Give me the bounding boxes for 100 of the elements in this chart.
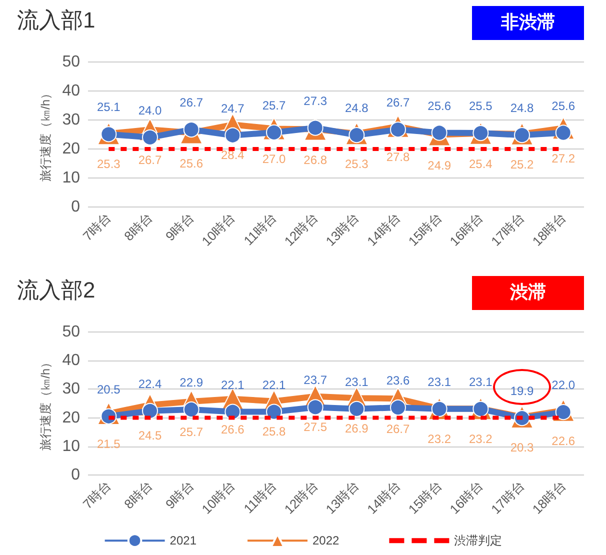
text: 非渋滞 [472, 6, 584, 40]
y-axis-title: 旅行速度（㎞/h） [38, 356, 52, 451]
x-tick-label: 11時台 [240, 478, 280, 516]
x-tick-label: 15時台 [405, 210, 445, 249]
y-axis-title: 旅行速度（㎞/h） [38, 87, 52, 182]
y-tick-label: 30 [62, 112, 80, 128]
x-tick-label: 18時台 [529, 478, 569, 517]
data-label: 24.7 [220, 101, 245, 116]
data-label: 22.1 [262, 378, 286, 392]
data-label: 22.6 [552, 434, 576, 448]
x-tick-label: 17時台 [488, 478, 528, 517]
x-tick-label: 12時台 [281, 210, 321, 249]
data-label: 24.8 [344, 101, 369, 116]
data-label: 25.1 [96, 100, 121, 114]
data-label: 25.3 [96, 157, 121, 172]
x-tick-label: 8時台 [121, 210, 156, 244]
y-tick-label: 40 [62, 82, 80, 100]
data-label: 28.4 [220, 148, 245, 162]
x-tick-label: 17時台 [488, 210, 528, 249]
data-label: 25.4 [468, 156, 493, 171]
y-tick-label: 20 [62, 140, 80, 158]
data-label: 25.2 [510, 157, 534, 172]
x-tick-label: 11時台 [240, 210, 280, 248]
data-label: 27.3 [304, 94, 328, 108]
data-label: 19.9 [510, 384, 534, 398]
data-label: 26.6 [220, 422, 245, 436]
data-label: 25.3 [344, 157, 369, 172]
y-tick-label: 10 [62, 438, 80, 455]
text: 渋滞 [472, 276, 584, 310]
x-tick-label: 16時台 [446, 478, 486, 517]
y-tick-label: 30 [62, 380, 80, 398]
x-tick-label: 12時台 [281, 478, 321, 517]
point [348, 400, 365, 417]
data-label: 24.8 [510, 101, 534, 116]
point [183, 122, 200, 138]
data-label: 25.6 [428, 98, 452, 113]
x-tick-label: 13時台 [322, 478, 362, 517]
data-label: 27.5 [304, 420, 328, 434]
data-label: 26.8 [304, 152, 328, 167]
data-label: 22.1 [220, 378, 245, 392]
x-tick-label: 8時台 [121, 478, 156, 512]
data-label: 25.7 [180, 425, 204, 439]
data-label: 22.0 [552, 378, 576, 392]
x-tick-label: 16時台 [446, 210, 486, 249]
data-label: 23.1 [468, 374, 493, 389]
data-label: 26.9 [344, 422, 369, 436]
data-label: 23.1 [428, 374, 452, 389]
point [390, 400, 406, 416]
y-tick-label: 20 [62, 409, 80, 426]
x-tick-label: 13時台 [322, 210, 362, 249]
x-tick-label: 10時台 [198, 210, 238, 249]
point [266, 404, 282, 420]
data-label: 23.6 [386, 374, 410, 388]
y-tick-label: 50 [62, 54, 80, 70]
data-label: 26.7 [386, 422, 410, 436]
data-label: 23.2 [428, 432, 452, 446]
data-label: 22.4 [138, 376, 162, 391]
x-tick-label: 7時台 [80, 210, 114, 244]
y-tick-label: 10 [62, 170, 80, 186]
point [307, 399, 324, 416]
data-label: 27.0 [262, 152, 286, 166]
x-tick-label: 10時台 [198, 478, 238, 517]
x-tick-label: 14時台 [364, 478, 404, 517]
data-label: 26.7 [138, 153, 162, 168]
legend-label: 2021 [170, 534, 197, 548]
x-tick-label: 14時台 [364, 210, 404, 249]
x-tick-label: 15時台 [405, 478, 445, 517]
data-label: 26.7 [180, 96, 204, 110]
x-tick-label: 9時台 [162, 478, 197, 512]
data-label: 25.6 [180, 156, 204, 170]
data-label: 25.8 [262, 424, 286, 439]
y-tick-label: 40 [62, 352, 80, 370]
point [183, 402, 200, 418]
data-label: 27.8 [386, 150, 410, 164]
data-label: 24.9 [428, 158, 452, 172]
y-tick-label: 0 [71, 198, 80, 216]
legend-label: 2022 [312, 534, 340, 548]
data-label: 24.0 [138, 103, 162, 118]
data-label: 26.7 [386, 96, 410, 110]
y-tick-label: 50 [62, 324, 80, 340]
data-label: 20.3 [510, 440, 534, 454]
chart-title: 流入部2 [17, 278, 96, 302]
data-label: 23.1 [344, 374, 369, 389]
chart-title: 流入部1 [17, 8, 96, 32]
data-label: 20.5 [96, 382, 121, 396]
data-label: 22.9 [180, 376, 204, 390]
x-tick-label: 7時台 [80, 478, 114, 512]
x-tick-label: 9時台 [162, 210, 197, 244]
data-label: 23.2 [468, 432, 493, 446]
data-label: 25.7 [262, 98, 286, 112]
point [224, 127, 241, 144]
data-label: 25.5 [468, 99, 493, 114]
data-label: 23.7 [304, 373, 328, 388]
y-tick-label: 0 [71, 466, 80, 484]
x-tick-label: 18時台 [529, 210, 569, 249]
point [431, 124, 448, 141]
data-label: 24.5 [138, 428, 162, 442]
data-label: 21.5 [96, 437, 121, 452]
data-label: 27.2 [552, 152, 576, 166]
legend-label: 渋滞判定 [454, 534, 502, 548]
